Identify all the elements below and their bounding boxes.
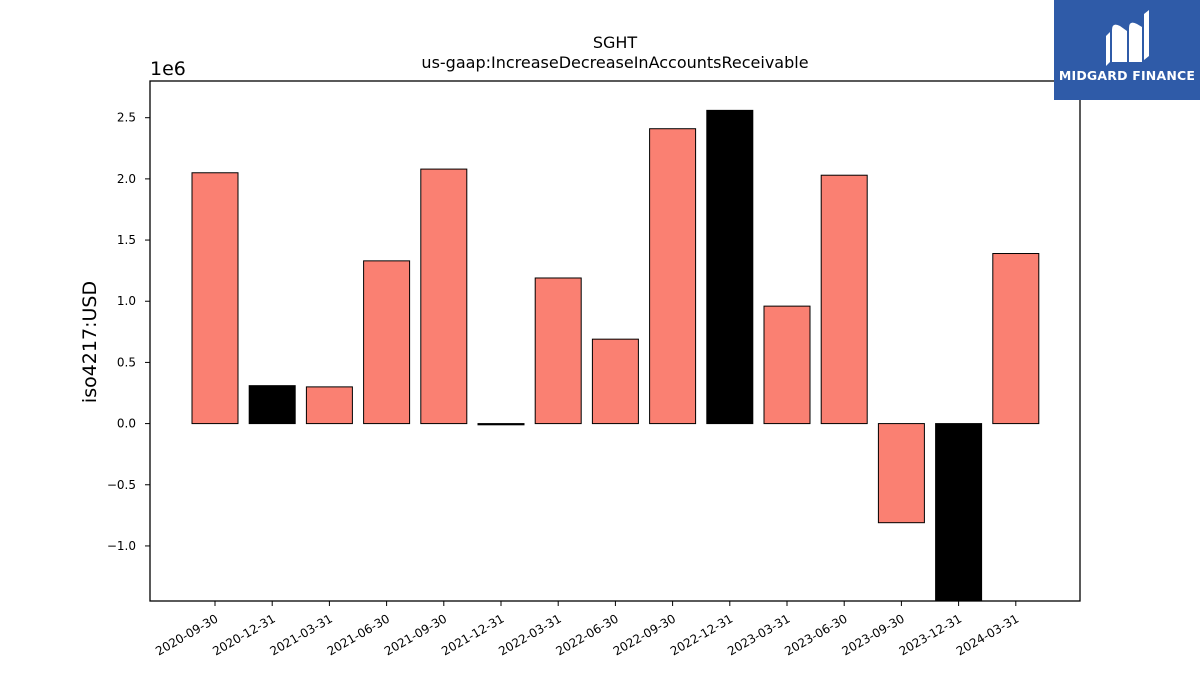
x-tick-label: 2023-03-31 <box>725 611 792 658</box>
x-tick-label: 2021-03-31 <box>267 611 334 658</box>
midgard-logo-icon <box>1106 10 1149 66</box>
bars-group <box>191 109 1040 602</box>
y-tick-label: 1.5 <box>117 233 136 247</box>
bar-2023-09-30 <box>877 423 925 524</box>
x-tick-label: 2022-03-31 <box>496 611 563 658</box>
bar-2023-03-31 <box>763 305 811 425</box>
x-tick-label: 2021-09-30 <box>382 611 449 658</box>
x-tick-label: 2020-09-30 <box>153 611 220 658</box>
midgard-finance-logo: MIDGARD FINANCE <box>1054 0 1200 100</box>
bar-2021-12-31 <box>477 423 525 426</box>
x-tick-label: 2023-06-30 <box>782 611 849 658</box>
y-tick-label: −1.0 <box>107 539 136 553</box>
x-tick-label: 2021-06-30 <box>325 611 392 658</box>
bar-2022-03-31 <box>534 277 582 425</box>
x-tick-label: 2022-09-30 <box>611 611 678 658</box>
plot-frame <box>149 80 1081 602</box>
bar-2023-12-31 <box>935 423 983 602</box>
chart-subtitle: us-gaap:IncreaseDecreaseInAccountsReceiv… <box>421 53 808 72</box>
x-tick-label: 2020-12-31 <box>210 611 277 658</box>
bar-2020-09-30 <box>191 172 239 425</box>
bar-2020-12-31 <box>248 385 296 425</box>
chart-title: SGHT <box>593 33 638 52</box>
x-tick-label: 2021-12-31 <box>439 611 506 658</box>
y-tick-label: 2.5 <box>117 111 136 125</box>
x-tick-label: 2022-12-31 <box>668 611 735 658</box>
bar-2022-09-30 <box>649 128 697 425</box>
bar-2024-03-31 <box>992 253 1040 425</box>
y-tick-label: 0.5 <box>117 355 136 369</box>
bar-2021-09-30 <box>420 168 468 425</box>
x-ticks-group: 2020-09-302020-12-312021-03-312021-06-30… <box>153 601 1021 658</box>
logo-text: MIDGARD FINANCE <box>1058 68 1196 83</box>
bar-2022-06-30 <box>591 338 639 425</box>
y-axis-label: iso4217:USD <box>79 281 101 403</box>
bar-2021-06-30 <box>363 260 411 425</box>
y-ticks-group: −1.0 −0.5 0.0 0.5 1.0 1.5 2.0 2.5 <box>107 111 150 553</box>
x-tick-label: 2024-03-31 <box>954 611 1021 658</box>
y-tick-label: 2.0 <box>117 172 136 186</box>
x-tick-label: 2023-09-30 <box>839 611 906 658</box>
y-scale-label: 1e6 <box>150 58 186 80</box>
x-tick-label: 2023-12-31 <box>897 611 964 658</box>
y-tick-label: −0.5 <box>107 478 136 492</box>
bar-2023-06-30 <box>820 174 868 425</box>
bar-2021-03-31 <box>305 386 353 425</box>
y-tick-label: 0.0 <box>117 417 136 431</box>
x-tick-label: 2022-06-30 <box>553 611 620 658</box>
y-tick-label: 1.0 <box>117 294 136 308</box>
bar-2022-12-31 <box>706 109 754 425</box>
